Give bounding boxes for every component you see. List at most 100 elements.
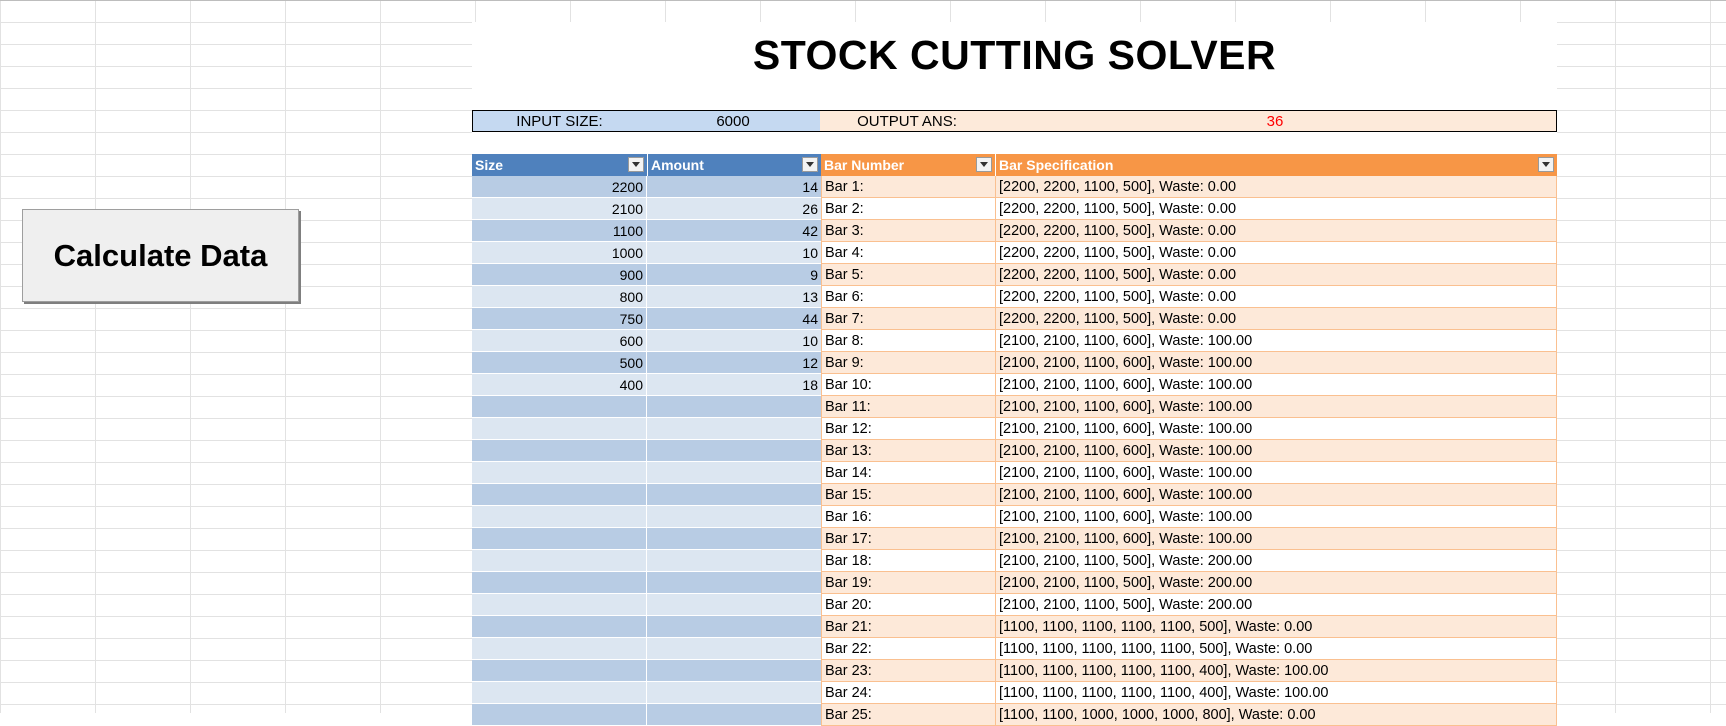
amount-cell[interactable] [647, 550, 821, 572]
amount-cell[interactable] [647, 528, 821, 550]
size-cell[interactable] [472, 396, 647, 418]
filter-dropdown-bar-number[interactable] [976, 157, 992, 172]
bar-number-cell[interactable]: Bar 1: [821, 176, 995, 198]
size-cell[interactable]: 1100 [472, 220, 647, 242]
amount-cell[interactable]: 14 [647, 176, 821, 198]
bar-spec-cell[interactable]: [2100, 2100, 1100, 600], Waste: 100.00 [995, 396, 1557, 418]
size-cell[interactable] [472, 418, 647, 440]
bar-spec-cell[interactable]: [2200, 2200, 1100, 500], Waste: 0.00 [995, 176, 1557, 198]
bar-spec-cell[interactable]: [2100, 2100, 1100, 600], Waste: 100.00 [995, 352, 1557, 374]
amount-cell[interactable]: 18 [647, 374, 821, 396]
bar-spec-cell[interactable]: [2200, 2200, 1100, 500], Waste: 0.00 [995, 264, 1557, 286]
size-cell[interactable]: 2100 [472, 198, 647, 220]
bar-spec-cell[interactable]: [2100, 2100, 1100, 600], Waste: 100.00 [995, 484, 1557, 506]
bar-number-cell[interactable]: Bar 14: [821, 462, 995, 484]
bar-number-cell[interactable]: Bar 16: [821, 506, 995, 528]
header-bar-number[interactable]: Bar Number [821, 154, 995, 176]
bar-number-cell[interactable]: Bar 22: [821, 638, 995, 660]
amount-cell[interactable] [647, 704, 821, 726]
bar-spec-cell[interactable]: [2200, 2200, 1100, 500], Waste: 0.00 [995, 220, 1557, 242]
size-cell[interactable]: 400 [472, 374, 647, 396]
amount-cell[interactable] [647, 462, 821, 484]
bar-spec-cell[interactable]: [1100, 1100, 1100, 1100, 1100, 500], Was… [995, 638, 1557, 660]
size-cell[interactable] [472, 484, 647, 506]
filter-dropdown-bar-spec[interactable] [1538, 157, 1554, 172]
amount-cell[interactable] [647, 682, 821, 704]
bar-spec-cell[interactable]: [1100, 1100, 1100, 1100, 1100, 400], Was… [995, 660, 1557, 682]
bar-number-cell[interactable]: Bar 5: [821, 264, 995, 286]
bar-spec-cell[interactable]: [2100, 2100, 1100, 600], Waste: 100.00 [995, 462, 1557, 484]
bar-spec-cell[interactable]: [2100, 2100, 1100, 600], Waste: 100.00 [995, 528, 1557, 550]
amount-cell[interactable] [647, 396, 821, 418]
amount-cell[interactable] [647, 594, 821, 616]
bar-spec-cell[interactable]: [2100, 2100, 1100, 600], Waste: 100.00 [995, 418, 1557, 440]
amount-cell[interactable]: 10 [647, 330, 821, 352]
size-cell[interactable]: 750 [472, 308, 647, 330]
amount-cell[interactable]: 10 [647, 242, 821, 264]
filter-dropdown-amount[interactable] [802, 157, 818, 172]
bar-number-cell[interactable]: Bar 20: [821, 594, 995, 616]
bar-number-cell[interactable]: Bar 6: [821, 286, 995, 308]
bar-spec-cell[interactable]: [1100, 1100, 1000, 1000, 1000, 800], Was… [995, 704, 1557, 726]
bar-number-cell[interactable]: Bar 2: [821, 198, 995, 220]
bar-number-cell[interactable]: Bar 25: [821, 704, 995, 726]
size-cell[interactable]: 600 [472, 330, 647, 352]
bar-spec-cell[interactable]: [2100, 2100, 1100, 600], Waste: 100.00 [995, 374, 1557, 396]
calculate-data-button[interactable]: Calculate Data [22, 209, 299, 302]
amount-cell[interactable] [647, 638, 821, 660]
bar-number-cell[interactable]: Bar 10: [821, 374, 995, 396]
bar-number-cell[interactable]: Bar 3: [821, 220, 995, 242]
amount-cell[interactable] [647, 440, 821, 462]
amount-cell[interactable] [647, 616, 821, 638]
size-cell[interactable]: 2200 [472, 176, 647, 198]
bar-number-cell[interactable]: Bar 12: [821, 418, 995, 440]
amount-cell[interactable] [647, 418, 821, 440]
size-cell[interactable] [472, 550, 647, 572]
bar-spec-cell[interactable]: [1100, 1100, 1100, 1100, 1100, 500], Was… [995, 616, 1557, 638]
amount-cell[interactable] [647, 506, 821, 528]
bar-number-cell[interactable]: Bar 11: [821, 396, 995, 418]
header-size[interactable]: Size [472, 154, 647, 176]
bar-spec-cell[interactable]: [2100, 2100, 1100, 500], Waste: 200.00 [995, 550, 1557, 572]
size-cell[interactable]: 500 [472, 352, 647, 374]
size-cell[interactable] [472, 572, 647, 594]
size-cell[interactable] [472, 660, 647, 682]
bar-number-cell[interactable]: Bar 17: [821, 528, 995, 550]
amount-cell[interactable] [647, 484, 821, 506]
bar-number-cell[interactable]: Bar 23: [821, 660, 995, 682]
input-size-cell[interactable]: 6000 [646, 110, 821, 132]
size-cell[interactable] [472, 704, 647, 726]
bar-spec-cell[interactable]: [2100, 2100, 1100, 500], Waste: 200.00 [995, 594, 1557, 616]
bar-spec-cell[interactable]: [2100, 2100, 1100, 600], Waste: 100.00 [995, 440, 1557, 462]
size-cell[interactable] [472, 462, 647, 484]
size-cell[interactable]: 800 [472, 286, 647, 308]
bar-number-cell[interactable]: Bar 8: [821, 330, 995, 352]
bar-number-cell[interactable]: Bar 15: [821, 484, 995, 506]
bar-number-cell[interactable]: Bar 18: [821, 550, 995, 572]
size-cell[interactable] [472, 594, 647, 616]
bar-spec-cell[interactable]: [2200, 2200, 1100, 500], Waste: 0.00 [995, 308, 1557, 330]
bar-number-cell[interactable]: Bar 21: [821, 616, 995, 638]
amount-cell[interactable]: 44 [647, 308, 821, 330]
size-cell[interactable] [472, 528, 647, 550]
filter-dropdown-size[interactable] [628, 157, 644, 172]
header-amount[interactable]: Amount [647, 154, 821, 176]
amount-cell[interactable]: 13 [647, 286, 821, 308]
bar-number-cell[interactable]: Bar 13: [821, 440, 995, 462]
bar-spec-cell[interactable]: [2200, 2200, 1100, 500], Waste: 0.00 [995, 198, 1557, 220]
output-ans-cell[interactable]: 36 [994, 110, 1557, 132]
bar-spec-cell[interactable]: [1100, 1100, 1100, 1100, 1100, 400], Was… [995, 682, 1557, 704]
bar-number-cell[interactable]: Bar 9: [821, 352, 995, 374]
bar-number-cell[interactable]: Bar 4: [821, 242, 995, 264]
bar-number-cell[interactable]: Bar 19: [821, 572, 995, 594]
size-cell[interactable] [472, 440, 647, 462]
amount-cell[interactable]: 9 [647, 264, 821, 286]
bar-spec-cell[interactable]: [2100, 2100, 1100, 500], Waste: 200.00 [995, 572, 1557, 594]
size-cell[interactable]: 1000 [472, 242, 647, 264]
amount-cell[interactable] [647, 572, 821, 594]
size-cell[interactable] [472, 506, 647, 528]
header-bar-spec[interactable]: Bar Specification [995, 154, 1557, 176]
bar-spec-cell[interactable]: [2100, 2100, 1100, 600], Waste: 100.00 [995, 506, 1557, 528]
bar-number-cell[interactable]: Bar 24: [821, 682, 995, 704]
amount-cell[interactable]: 42 [647, 220, 821, 242]
